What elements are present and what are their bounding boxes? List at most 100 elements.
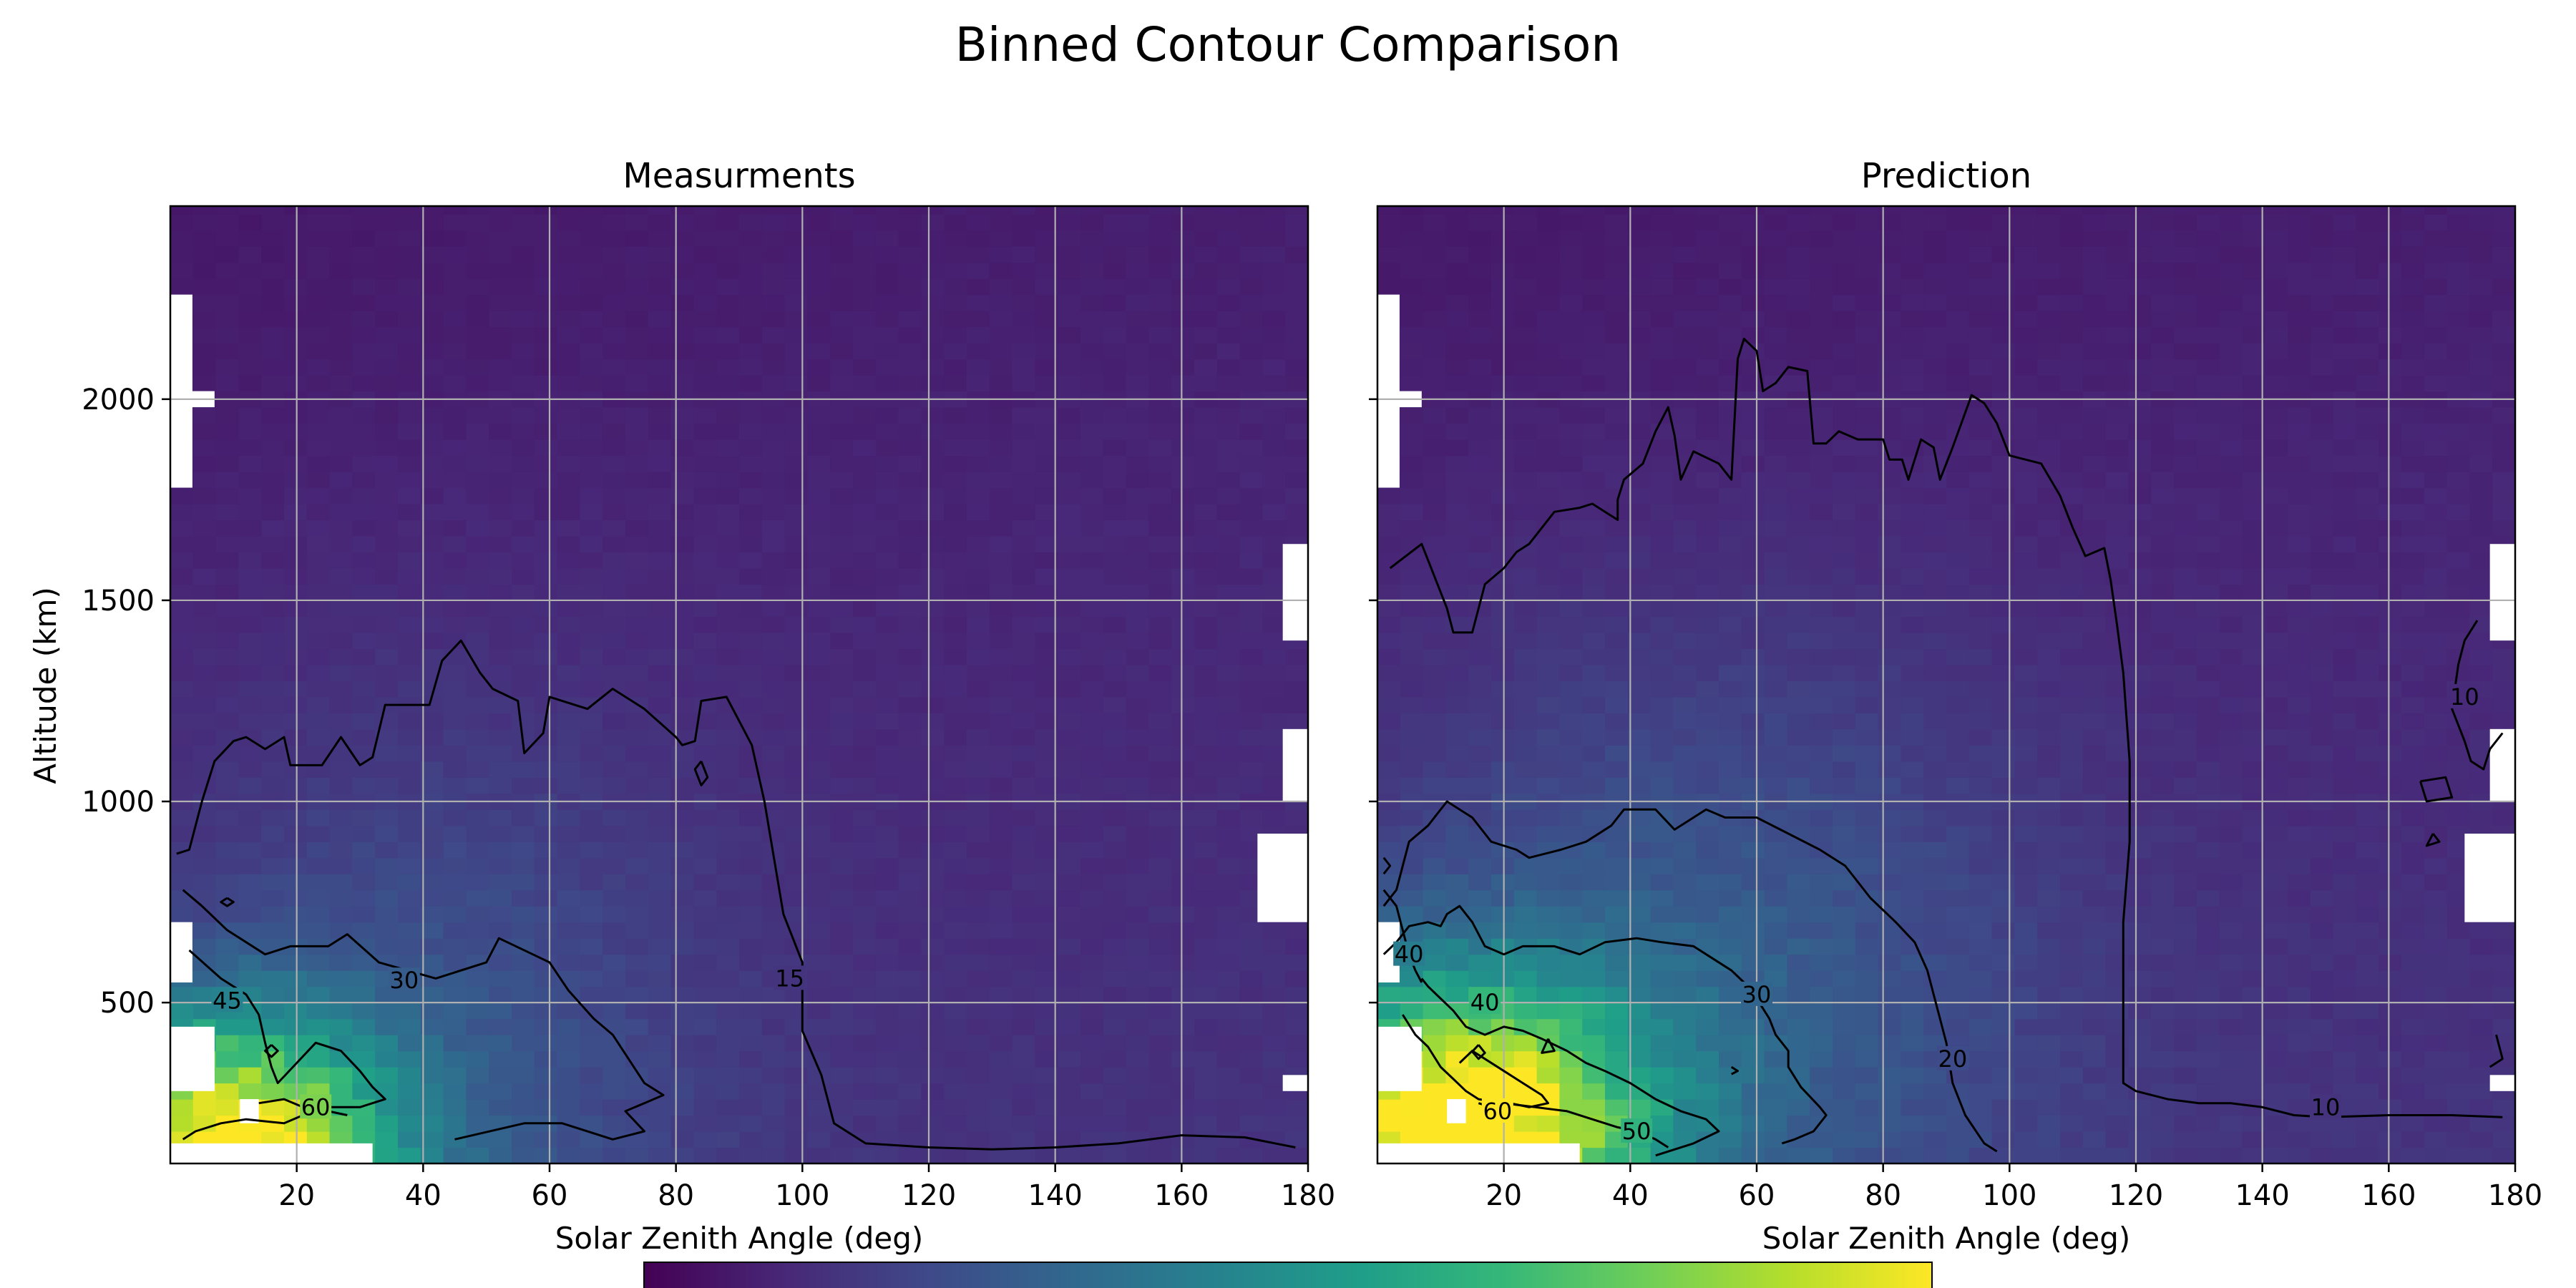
heatmap-cell (352, 874, 376, 891)
heatmap-cell (1012, 1018, 1035, 1035)
heatmap-cell (1194, 1083, 1218, 1100)
heatmap-cell (761, 728, 786, 746)
heatmap-cell (921, 487, 945, 504)
heatmap-cell (1946, 230, 1970, 247)
heatmap-cell (398, 1083, 421, 1100)
heatmap-cell (761, 246, 786, 263)
heatmap-cell (1855, 970, 1879, 987)
heatmap-cell (398, 1050, 421, 1068)
heatmap-cell (1536, 728, 1560, 746)
heatmap-cell (1194, 889, 1218, 907)
heatmap-cell (1377, 1099, 1401, 1116)
heatmap-cell (1901, 375, 1924, 392)
heatmap-cell (1012, 472, 1035, 489)
heatmap-cell (512, 375, 535, 392)
heatmap-cell (1741, 713, 1765, 730)
heatmap-cell (1012, 504, 1035, 521)
heatmap-cell (1148, 841, 1172, 859)
heatmap-cell (1901, 777, 1924, 794)
heatmap-cell (1923, 841, 1947, 859)
heatmap-cell (580, 1067, 603, 1084)
heatmap-cell (329, 1002, 353, 1020)
heatmap-cell (739, 206, 763, 215)
heatmap-cell (1103, 214, 1127, 231)
heatmap-cell (1946, 472, 1970, 489)
heatmap-cell (1080, 728, 1104, 746)
heatmap-cell (1468, 648, 1492, 665)
heatmap-cell (329, 326, 353, 343)
heatmap-cell (1627, 552, 1652, 569)
heatmap-cell (192, 728, 217, 746)
heatmap-cell (238, 358, 262, 376)
heatmap-cell (398, 745, 421, 762)
heatmap-cell (1582, 1018, 1606, 1035)
heatmap-cell (170, 278, 194, 296)
heatmap-cell (1035, 777, 1058, 794)
heatmap-cell (1764, 535, 1787, 553)
heatmap-cell (557, 472, 580, 489)
heatmap-cell (1262, 262, 1286, 279)
heatmap-cell (284, 986, 308, 1003)
heatmap-cell (1035, 206, 1058, 215)
heatmap-cell (466, 874, 489, 891)
heatmap-cell (284, 567, 308, 585)
heatmap-cell (2014, 343, 2038, 360)
heatmap-cell (1741, 584, 1765, 601)
heatmap-cell (329, 278, 353, 296)
heatmap-cell (1262, 567, 1286, 585)
heatmap-cell (261, 922, 285, 939)
heatmap-cell (898, 1067, 922, 1084)
heatmap-cell (2037, 922, 2061, 939)
heatmap-cell (1673, 906, 1697, 923)
heatmap-cell (1946, 809, 1970, 826)
heatmap-cell (1103, 648, 1127, 665)
heatmap-cell (1536, 487, 1560, 504)
heatmap-cell (670, 472, 694, 489)
heatmap-cell (1216, 648, 1241, 665)
heatmap-cell (807, 472, 831, 489)
heatmap-cell (1559, 230, 1583, 247)
heatmap-cell (1423, 825, 1446, 842)
heatmap-cell (261, 326, 285, 343)
heatmap-cell (989, 214, 1013, 231)
heatmap-cell (306, 970, 331, 987)
heatmap-cell (1491, 278, 1515, 296)
heatmap-cell (238, 874, 262, 891)
heatmap-cell (807, 680, 831, 698)
heatmap-cell (466, 375, 489, 392)
heatmap-cell (1216, 857, 1241, 874)
heatmap-cell (1194, 777, 1218, 794)
heatmap-cell (1012, 841, 1035, 859)
heatmap-cell (534, 535, 558, 553)
heatmap-cell (1239, 504, 1263, 521)
heatmap-cell (192, 423, 217, 440)
heatmap-cell (2060, 1131, 2084, 1148)
heatmap-cell (625, 938, 649, 955)
heatmap-cell (693, 246, 717, 263)
heatmap-cell (875, 1035, 899, 1052)
heatmap-cell (898, 680, 922, 698)
heatmap-cell (1262, 519, 1286, 537)
heatmap-cell (1468, 358, 1492, 376)
heatmap-cell (329, 535, 353, 553)
heatmap-cell (1035, 906, 1058, 923)
heatmap-cell (1650, 616, 1674, 633)
heatmap-cell (853, 343, 877, 360)
heatmap-cell (1058, 761, 1081, 778)
heatmap-cell (238, 214, 262, 231)
heatmap-cell (329, 680, 353, 698)
heatmap-cell (1650, 1067, 1674, 1084)
heatmap-cell (1194, 311, 1218, 328)
heatmap-cell (1810, 472, 1833, 489)
heatmap-cell (693, 519, 717, 537)
heatmap-cell (1991, 874, 2015, 891)
heatmap-cell (944, 294, 967, 311)
heatmap-cell (489, 246, 512, 263)
heatmap-cell (1103, 519, 1127, 537)
heatmap-cell (420, 246, 444, 263)
heatmap-cell (1719, 584, 1742, 601)
heatmap-cell (898, 1131, 922, 1148)
heatmap-cell (489, 567, 512, 585)
heatmap-cell (1810, 246, 1833, 263)
